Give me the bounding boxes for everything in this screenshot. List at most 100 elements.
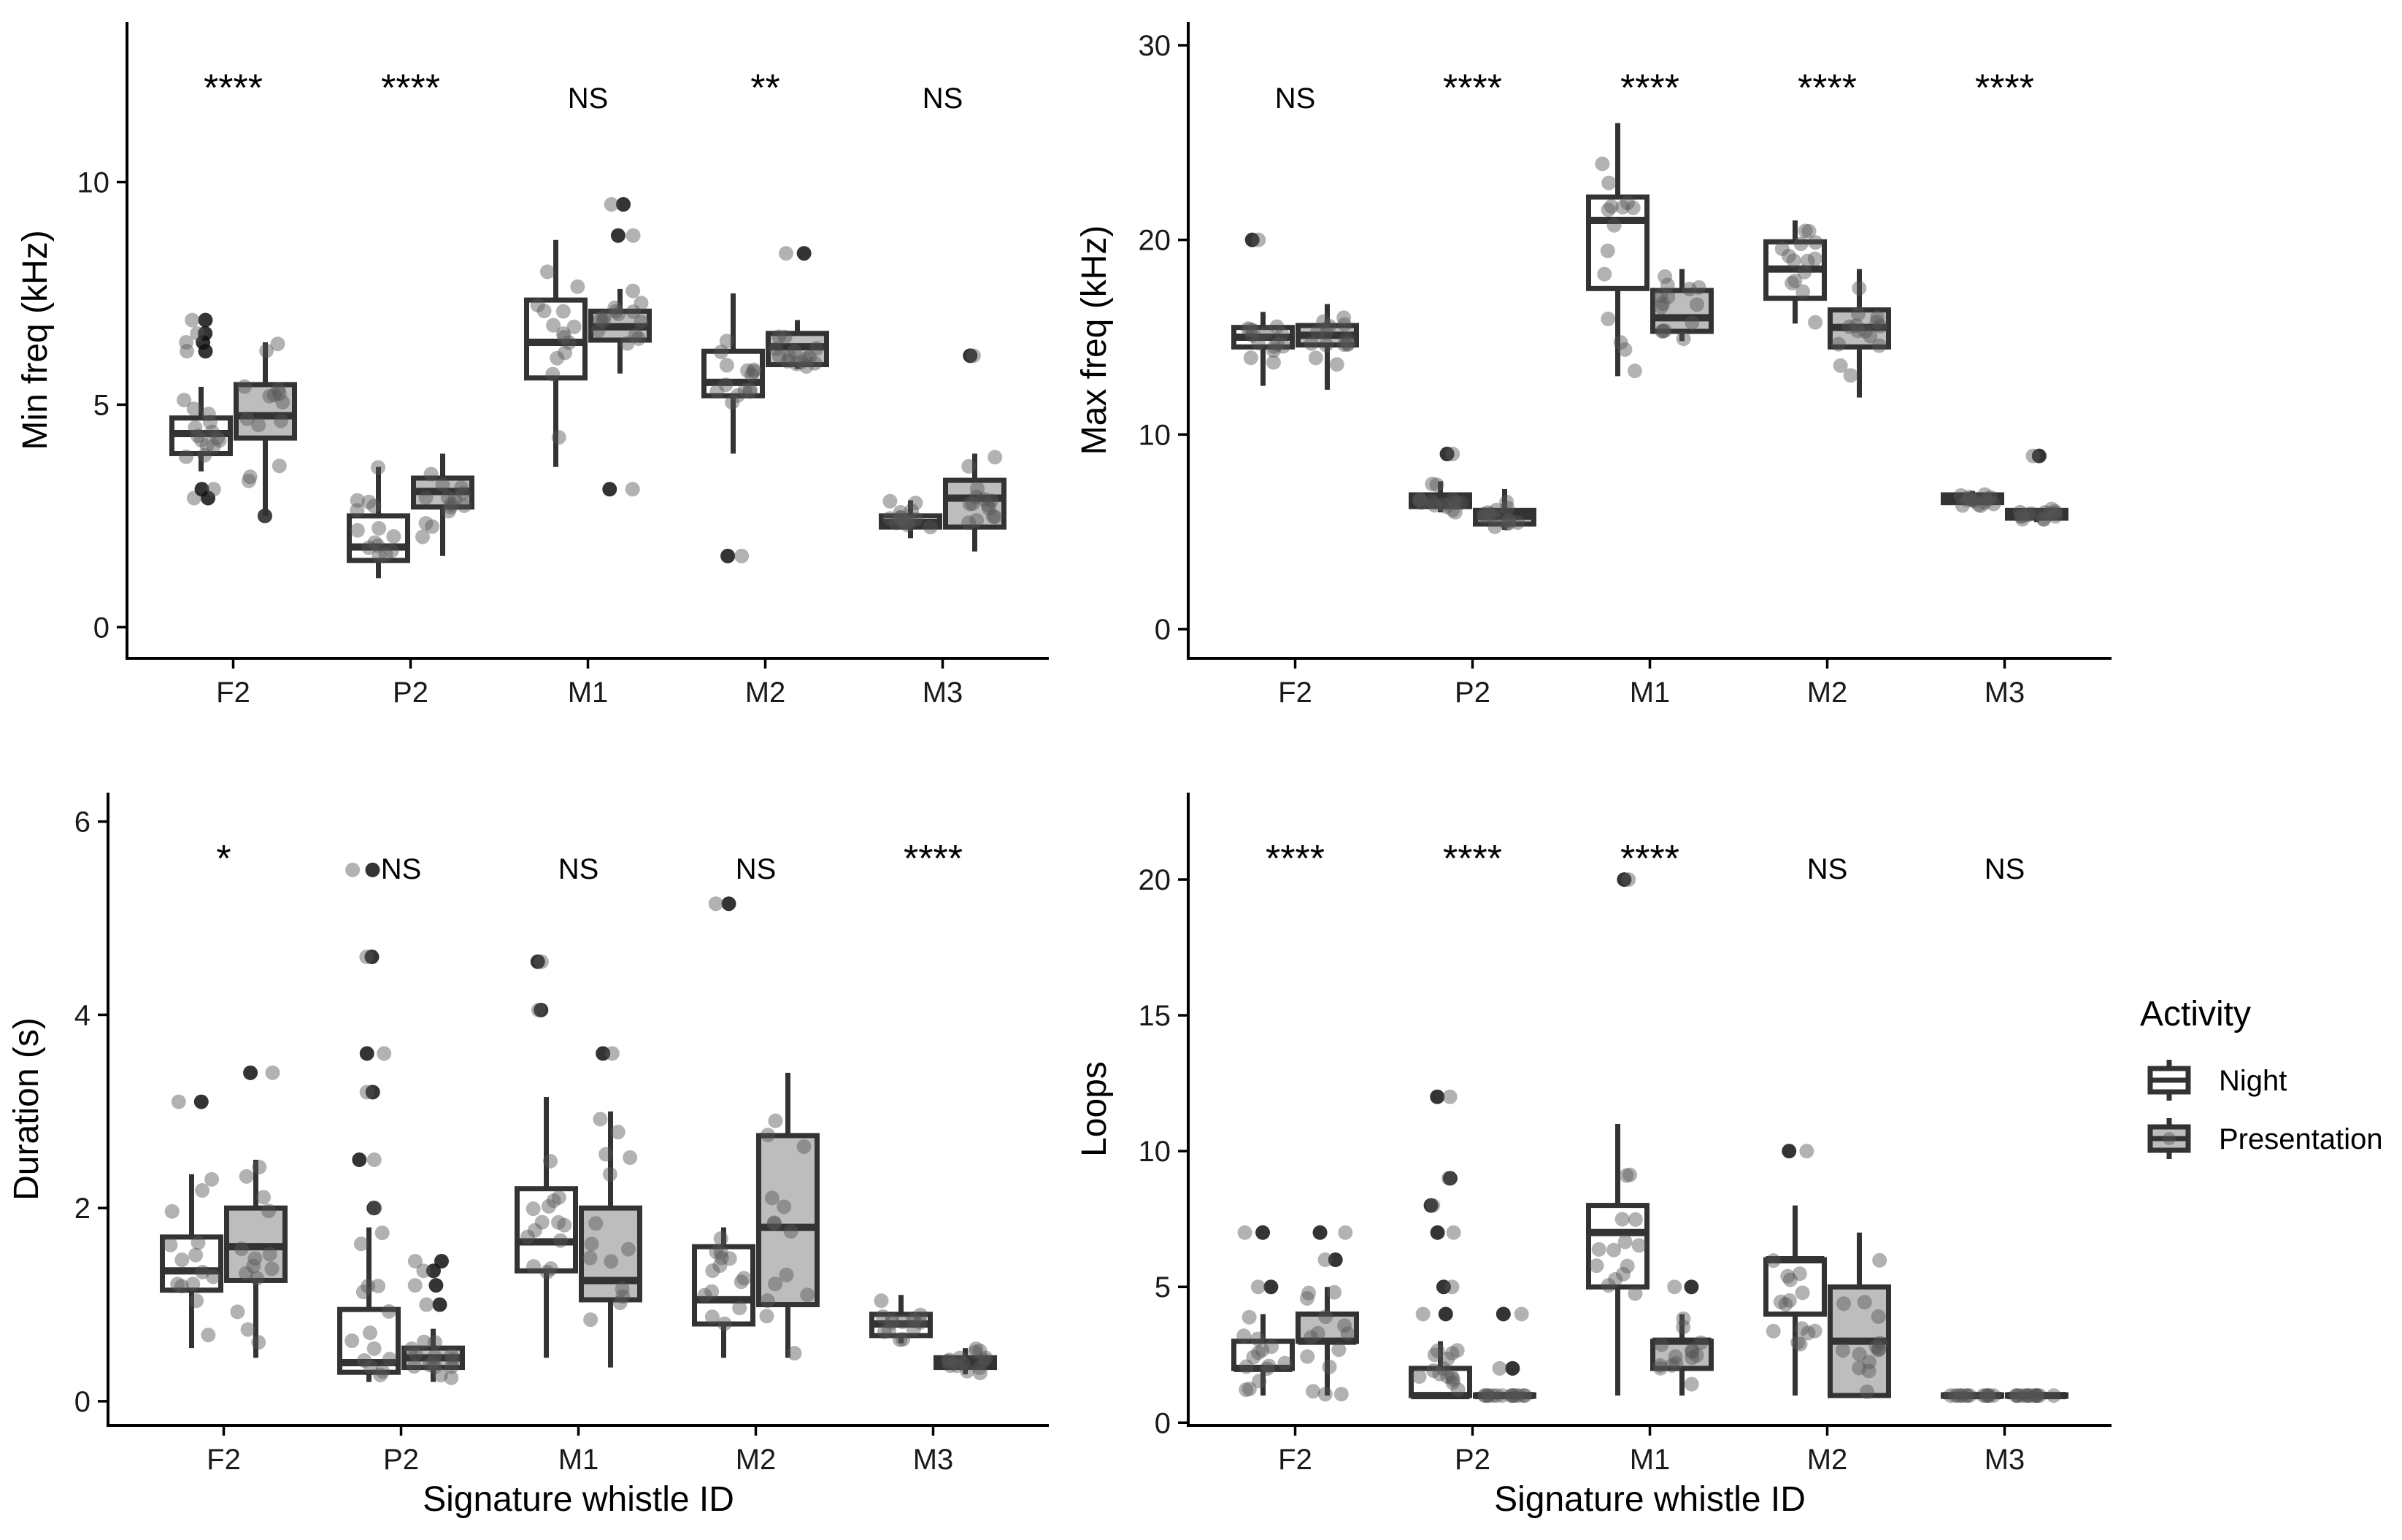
data-point (941, 1353, 956, 1368)
data-point (2044, 501, 2059, 517)
data-point (1861, 1355, 1876, 1370)
data-point (1615, 199, 1631, 215)
data-point (1836, 1296, 1852, 1312)
data-point (1251, 232, 1266, 247)
x-tick-label: F2 (216, 677, 250, 709)
significance-label: NS (1985, 853, 2025, 885)
data-point (530, 298, 545, 313)
data-point (972, 1343, 988, 1358)
data-point (445, 1352, 461, 1367)
outlier-point (616, 197, 631, 212)
data-point (744, 367, 759, 382)
panel-duration: 0 2 4 6 F2 P2 M1 M2 M3 Duration (s) Signature whis… (7, 793, 1049, 1519)
outlier-point (1328, 1252, 1343, 1268)
data-point (435, 477, 450, 492)
data-point (415, 529, 431, 544)
data-point (2036, 512, 2052, 527)
box-night-f2 (169, 312, 233, 506)
data-point (1597, 266, 1612, 282)
data-point (1850, 323, 1866, 339)
data-point (444, 497, 459, 512)
data-point (1424, 493, 1439, 509)
data-point (1974, 498, 1989, 513)
data-point (1786, 253, 1801, 268)
data-point (1781, 248, 1796, 263)
data-point (427, 1359, 442, 1374)
data-point (372, 520, 387, 536)
data-point (1412, 492, 1428, 507)
data-point (1318, 337, 1333, 353)
data-point (611, 307, 626, 322)
data-point (1246, 1350, 1261, 1365)
outlier-point (434, 1253, 449, 1268)
data-point (2014, 512, 2030, 527)
data-point (1655, 323, 1670, 339)
box-night-m1 (1586, 872, 1650, 1396)
data-point (1322, 318, 1337, 334)
y-tick-label: 15 (1139, 1000, 1171, 1032)
data-point (350, 493, 365, 508)
outlier-point (364, 950, 380, 965)
data-point (1236, 1328, 1252, 1344)
data-point (1617, 1234, 1633, 1250)
data-point (246, 1258, 261, 1274)
data-point (1628, 1212, 1643, 1227)
box-night-m1 (1586, 123, 1650, 379)
data-point (361, 494, 377, 509)
data-point (980, 497, 996, 512)
data-point (742, 384, 758, 399)
y-tick-label: 10 (1139, 1136, 1171, 1168)
data-point (1617, 342, 1633, 357)
data-point (177, 393, 192, 408)
data-point (970, 481, 985, 496)
data-point (1329, 357, 1344, 372)
data-point (697, 1287, 712, 1303)
data-point (1691, 280, 1706, 295)
data-point (972, 1366, 988, 1381)
box-presentation-p2 (411, 453, 474, 556)
data-point (1620, 1258, 1635, 1274)
significance-label: NS (1807, 853, 1848, 885)
box-presentation-m2 (766, 246, 829, 374)
data-point (768, 1113, 783, 1128)
data-point (1251, 1345, 1266, 1360)
legend-item-presentation: Presentation (2147, 1118, 2383, 1159)
data-point (2048, 509, 2063, 524)
data-point (1445, 1375, 1460, 1390)
data-point (382, 1352, 397, 1367)
data-point (1782, 1272, 1798, 1287)
data-point (772, 349, 788, 364)
x-axis-title: Signature whistle ID (1494, 1480, 1806, 1519)
data-point (1664, 1358, 1679, 1373)
data-point (631, 331, 646, 346)
data-point (418, 515, 434, 531)
data-point (1971, 497, 1986, 512)
box-presentation-m1 (579, 1046, 642, 1368)
data-point (734, 1274, 749, 1290)
significance-label: **** (1975, 67, 2034, 109)
data-point (526, 1201, 541, 1217)
data-point (2028, 1388, 2044, 1404)
data-point (361, 540, 377, 555)
outlier-point (1684, 1279, 1699, 1295)
data-point (787, 1346, 802, 1361)
y-axis-title: Max freq (kHz) (1075, 226, 1114, 455)
data-point (350, 503, 365, 518)
data-point (1495, 1388, 1510, 1404)
data-point (1961, 490, 1976, 505)
data-point (1595, 156, 1610, 172)
data-point (1798, 223, 1813, 239)
data-point (620, 336, 635, 351)
data-point (736, 1271, 752, 1286)
data-point (731, 388, 746, 403)
outlier-point (796, 246, 812, 261)
data-point (1305, 1384, 1320, 1399)
significance-label: **** (1266, 838, 1325, 880)
data-point (1485, 1388, 1501, 1404)
data-point (882, 511, 898, 526)
y-tick-label: 0 (93, 612, 109, 644)
data-point (1978, 1388, 1993, 1404)
data-point (555, 304, 571, 319)
data-point (1979, 1388, 1995, 1404)
box-body (1409, 1366, 1472, 1398)
